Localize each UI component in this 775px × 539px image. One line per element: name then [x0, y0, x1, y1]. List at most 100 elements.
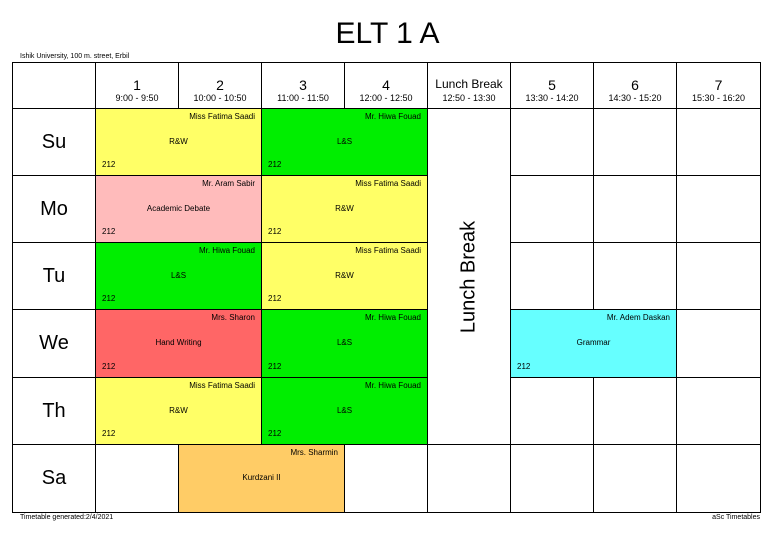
empty-cell: [511, 109, 594, 176]
period-time: 13:30 - 14:20: [525, 93, 579, 103]
period-header-lunch: Lunch Break 12:50 - 13:30: [428, 63, 511, 109]
period-header-5: 5 13:30 - 14:20: [511, 63, 594, 109]
lesson-subject: L&S: [170, 271, 187, 280]
period-time: 9:00 - 9:50: [115, 93, 159, 103]
lesson-subject: Hand Writing: [155, 338, 202, 347]
period-number: Lunch Break: [435, 77, 503, 91]
generated-date: Timetable generated:2/4/2021: [20, 514, 114, 521]
period-time: 12:00 - 12:50: [359, 93, 413, 103]
period-time: 14:30 - 15:20: [608, 93, 662, 103]
empty-cell: [594, 445, 677, 512]
empty-cell: [511, 445, 594, 512]
empty-cell: [677, 445, 760, 512]
empty-cell: [677, 243, 760, 310]
day-label-tu: Tu: [13, 243, 96, 310]
lesson-card[interactable]: Mr. Adem Daskan Grammar 212: [511, 310, 677, 378]
lesson-card[interactable]: Mrs. Sharon Hand Writing 212: [96, 310, 262, 378]
school-name: Ishik University, 100 m. street, Erbil: [20, 53, 130, 60]
lesson-teacher: Mr. Aram Sabir: [202, 179, 255, 188]
lesson-card[interactable]: Miss Fatima Saadi R&W 212: [262, 176, 428, 243]
empty-cell: [677, 109, 760, 176]
lesson-subject: R&W: [169, 406, 188, 415]
lesson-room: 212: [268, 294, 282, 303]
lesson-room: 212: [268, 227, 282, 236]
lesson-teacher: Miss Fatima Saadi: [355, 246, 421, 255]
empty-cell: [428, 445, 511, 512]
period-header-1: 1 9:00 - 9:50: [96, 63, 179, 109]
timetable-grid: 1 9:00 - 9:50 2 10:00 - 10:50 3 11:00 - …: [12, 62, 761, 513]
lesson-room: 212: [268, 362, 282, 371]
lesson-card[interactable]: Mr. Hiwa Fouad L&S 212: [262, 378, 428, 445]
lesson-card[interactable]: Mrs. Sharmin Kurdzani II: [179, 445, 345, 512]
lesson-teacher: Mrs. Sharmin: [290, 448, 338, 457]
lesson-room: 212: [102, 294, 116, 303]
lesson-card[interactable]: Miss Fatima Saadi R&W 212: [96, 378, 262, 445]
day-label-we: We: [13, 310, 96, 378]
lesson-card[interactable]: Miss Fatima Saadi R&W 212: [96, 109, 262, 176]
lesson-teacher: Mrs. Sharon: [211, 313, 255, 322]
lesson-card[interactable]: Mr. Hiwa Fouad L&S 212: [96, 243, 262, 310]
empty-cell: [511, 378, 594, 445]
period-number: 7: [714, 77, 723, 93]
lesson-subject: R&W: [335, 271, 354, 280]
lesson-subject: R&W: [169, 137, 188, 146]
lesson-teacher: Mr. Hiwa Fouad: [364, 313, 421, 322]
timetable-title: ELT 1 A: [335, 17, 440, 50]
period-number: 2: [216, 77, 224, 93]
lunch-break-label: Lunch Break: [457, 220, 480, 333]
day-label-mo: Mo: [13, 176, 96, 243]
lesson-subject: Kurdzani II: [242, 473, 281, 482]
period-number: 3: [299, 77, 307, 93]
lesson-subject: L&S: [336, 338, 353, 347]
lesson-card[interactable]: Miss Fatima Saadi R&W 212: [262, 243, 428, 310]
lesson-card[interactable]: Mr. Hiwa Fouad L&S 212: [262, 109, 428, 176]
lesson-room: 212: [102, 160, 116, 169]
lesson-subject: L&S: [336, 406, 353, 415]
empty-cell: [511, 243, 594, 310]
lunch-break-column: Lunch Break: [428, 109, 511, 445]
lesson-subject: R&W: [335, 204, 354, 213]
lesson-card[interactable]: Mr. Aram Sabir Academic Debate 212: [96, 176, 262, 243]
lesson-room: 212: [268, 160, 282, 169]
day-label-su: Su: [13, 109, 96, 176]
lesson-room: 212: [517, 362, 531, 371]
lesson-room: 212: [102, 227, 116, 236]
lesson-room: 212: [102, 362, 116, 371]
empty-cell: [345, 445, 428, 512]
period-number: 6: [631, 77, 639, 93]
lesson-room: 212: [268, 429, 282, 438]
period-header-4: 4 12:00 - 12:50: [345, 63, 428, 109]
period-header-3: 3 11:00 - 11:50: [262, 63, 345, 109]
lesson-subject: Academic Debate: [146, 204, 211, 213]
period-number: 5: [548, 77, 556, 93]
empty-cell: [677, 378, 760, 445]
period-number: 4: [382, 77, 390, 93]
lesson-subject: Grammar: [576, 338, 611, 347]
lesson-teacher: Miss Fatima Saadi: [355, 179, 421, 188]
period-time: 10:00 - 10:50: [193, 93, 247, 103]
lesson-teacher: Mr. Hiwa Fouad: [364, 112, 421, 121]
lesson-card[interactable]: Mr. Hiwa Fouad L&S 212: [262, 310, 428, 378]
empty-cell: [96, 445, 179, 512]
period-time: 15:30 - 16:20: [691, 93, 746, 103]
lesson-teacher: Mr. Hiwa Fouad: [364, 381, 421, 390]
empty-cell: [677, 310, 760, 378]
empty-cell: [594, 243, 677, 310]
lesson-teacher: Miss Fatima Saadi: [189, 112, 255, 121]
empty-cell: [594, 176, 677, 243]
day-label-sa: Sa: [13, 445, 96, 512]
empty-cell: [594, 109, 677, 176]
empty-cell: [511, 176, 594, 243]
period-header-6: 6 14:30 - 15:20: [594, 63, 677, 109]
empty-cell: [677, 176, 760, 243]
lesson-teacher: Mr. Hiwa Fouad: [198, 246, 255, 255]
empty-cell: [594, 378, 677, 445]
lesson-teacher: Miss Fatima Saadi: [189, 381, 255, 390]
lesson-teacher: Mr. Adem Daskan: [606, 313, 670, 322]
period-time: 12:50 - 13:30: [442, 93, 496, 103]
period-number: 1: [133, 77, 141, 93]
period-header-7: 7 15:30 - 16:20: [677, 63, 760, 109]
lesson-room: 212: [102, 429, 116, 438]
day-label-th: Th: [13, 378, 96, 445]
period-time: 11:00 - 11:50: [277, 93, 329, 103]
